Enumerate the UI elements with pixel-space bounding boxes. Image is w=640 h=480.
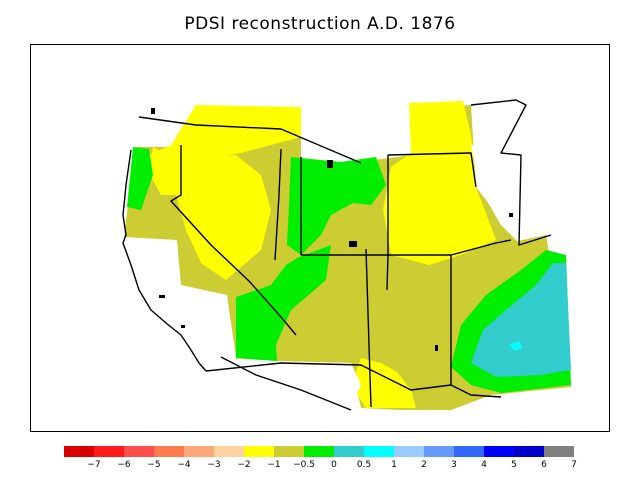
blank-ca-coast xyxy=(131,240,236,370)
legend-label: −4 xyxy=(177,460,191,470)
border-ca-nv xyxy=(170,145,297,336)
legend-label: 3 xyxy=(451,460,457,470)
legend-swatch xyxy=(364,446,394,457)
map-title: PDSI reconstruction A.D. 1876 xyxy=(184,14,456,34)
legend-swatch xyxy=(94,446,124,457)
border-mexico xyxy=(205,362,502,398)
legend-label: 5 xyxy=(511,460,517,470)
region-yellow-wyoming xyxy=(383,101,496,265)
legend-swatch xyxy=(274,446,304,457)
legend-swatch xyxy=(454,446,484,457)
region-yellow-south xyxy=(351,358,416,408)
pdsi-map xyxy=(122,99,571,411)
border-ne xyxy=(470,99,552,246)
legend-swatch xyxy=(64,446,94,457)
region-green-arizona xyxy=(236,245,331,361)
island-2 xyxy=(181,325,185,328)
coastline xyxy=(122,149,207,372)
legend-swatch xyxy=(154,446,184,457)
legend-swatch xyxy=(214,446,244,457)
map-frame xyxy=(30,44,610,432)
lakes xyxy=(151,108,513,351)
region-green-utah xyxy=(287,157,386,255)
legend-label: −6 xyxy=(117,460,131,470)
lake-5 xyxy=(509,213,513,217)
border-north xyxy=(138,116,362,164)
lake-2 xyxy=(327,160,333,168)
legend-label: −0.5 xyxy=(293,460,315,470)
legend-label: 2 xyxy=(421,460,427,470)
legend-swatch xyxy=(244,446,274,457)
legend-swatch xyxy=(124,446,154,457)
lake-3 xyxy=(349,241,357,247)
blank-sw xyxy=(231,361,361,407)
legend-tick-labels: −7 −6 −5 −4 −3 −2 −1 −0.5 0 0.5 1 2 3 4 5 6 7 xyxy=(64,460,578,474)
legend-label: 6 xyxy=(541,460,547,470)
legend-swatch xyxy=(424,446,454,457)
region-yellow-oregon xyxy=(149,147,181,195)
legend-label: −2 xyxy=(237,460,251,470)
color-legend: −7 −6 −5 −4 −3 −2 −1 −0.5 0 0.5 1 2 3 4 5 6 7 xyxy=(64,446,578,476)
legend-label: 7 xyxy=(571,460,577,470)
boundary-lines xyxy=(122,99,552,411)
legend-swatch xyxy=(304,446,334,457)
legend-label: −7 xyxy=(87,460,101,470)
border-wy-ne xyxy=(387,152,477,188)
legend-swatch xyxy=(514,446,544,457)
lake-4 xyxy=(435,345,438,351)
region-teal-colorado xyxy=(471,263,571,377)
border-az-nm xyxy=(365,248,372,408)
border-south xyxy=(220,356,352,411)
legend-color-bar xyxy=(64,446,574,457)
border-nm-tx xyxy=(450,239,512,385)
legend-label: 0.5 xyxy=(356,460,372,470)
legend-swatch xyxy=(544,446,574,457)
legend-swatch xyxy=(484,446,514,457)
legend-label: −1 xyxy=(267,460,281,470)
legend-label: −5 xyxy=(147,460,161,470)
legend-swatch xyxy=(394,446,424,457)
legend-label: −3 xyxy=(207,460,221,470)
region-yellow-nevada xyxy=(176,155,271,280)
legend-label: 1 xyxy=(391,460,397,470)
border-nv-ut xyxy=(274,148,282,261)
legend-swatch xyxy=(184,446,214,457)
legend-label: 0 xyxy=(331,460,337,470)
lake-1 xyxy=(151,108,155,114)
region-cyan-spot xyxy=(509,341,523,351)
blank-ne xyxy=(471,142,526,243)
legend-swatch xyxy=(334,446,364,457)
island-1 xyxy=(159,295,165,298)
region-green-nw-coast xyxy=(127,147,153,210)
legend-label: 4 xyxy=(481,460,487,470)
